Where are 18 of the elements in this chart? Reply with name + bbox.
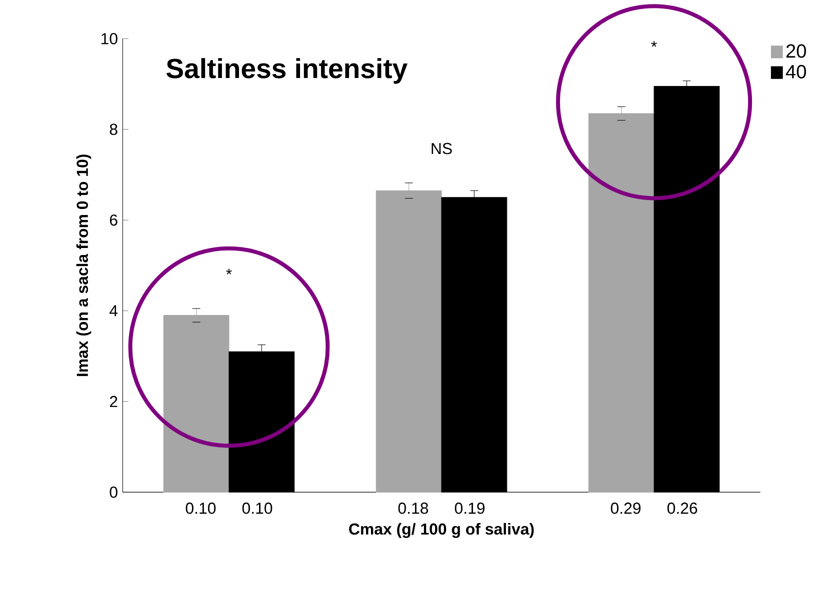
y-tick-label: 6 xyxy=(110,214,118,226)
x-axis-title: Cmax (g/ 100 g of saliva) xyxy=(349,523,534,538)
y-axis-title: Imax (on a sacla from 0 to 10) xyxy=(76,154,92,376)
annotation: * xyxy=(226,269,232,275)
text: Saltiness intensity xyxy=(166,58,408,84)
y-tick-label: 10 xyxy=(102,33,118,45)
x-tick-label: 0.29 0.26 xyxy=(610,502,698,514)
annotation: * xyxy=(651,41,657,47)
x-tick-label: 0.18 0.19 xyxy=(398,502,485,514)
y-tick-label: 2 xyxy=(110,396,118,408)
annotation: NS xyxy=(432,143,452,154)
y-tick-label: 0 xyxy=(110,486,118,498)
y-tick-label: 8 xyxy=(110,124,118,136)
legend-label: 20 xyxy=(786,44,806,58)
y-tick-label: 4 xyxy=(110,306,118,316)
x-tick-label: 0.10 0.10 xyxy=(186,502,272,514)
bar xyxy=(376,190,442,493)
legend-label: 40 xyxy=(786,65,806,79)
